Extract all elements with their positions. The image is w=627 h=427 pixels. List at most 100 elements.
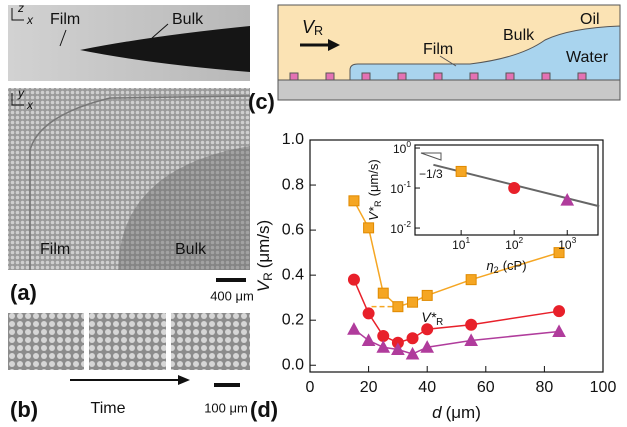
y-tick-label: 0.2 bbox=[282, 311, 304, 328]
tick-base: 10 bbox=[505, 238, 519, 252]
inset-frame bbox=[415, 145, 598, 235]
arrow-label: Time bbox=[91, 400, 126, 417]
x-tick-label: 80 bbox=[536, 379, 554, 396]
x-tick-label: 0 bbox=[306, 379, 315, 396]
pillars bbox=[290, 73, 586, 80]
substrate bbox=[278, 80, 620, 100]
tick-base: 10 bbox=[558, 238, 572, 252]
marker bbox=[363, 308, 374, 319]
unit: (cP) bbox=[503, 258, 527, 273]
unit: (μm/s) bbox=[254, 220, 273, 269]
label: Bulk bbox=[503, 27, 535, 44]
marker bbox=[466, 275, 476, 285]
scale-label: 100 μm bbox=[204, 400, 248, 415]
x-tick-label: 20 bbox=[360, 379, 378, 396]
x-tick-label: 100 bbox=[590, 379, 617, 396]
tick-exponent: -2 bbox=[404, 219, 412, 229]
marker bbox=[407, 333, 418, 344]
y-tick-label: 0.8 bbox=[282, 176, 304, 193]
label: Film bbox=[40, 241, 70, 258]
y-tick-label: 0.6 bbox=[282, 221, 304, 238]
frame-image bbox=[89, 313, 166, 370]
label: Film bbox=[50, 11, 80, 28]
y-tick-label: 0.0 bbox=[282, 356, 304, 373]
x-tick-label: 101 bbox=[452, 235, 470, 252]
y-axis-label: V*R (μm/s) bbox=[366, 159, 383, 220]
panel-a: z x Film Bulk y x Film Bulk (a) 400 μm bbox=[8, 1, 254, 305]
tick-base: 10 bbox=[390, 182, 404, 196]
axis-letter: x bbox=[26, 98, 34, 112]
tick-exponent: 0 bbox=[406, 139, 411, 149]
axis-letter: y bbox=[17, 86, 25, 100]
marker bbox=[553, 325, 565, 336]
subscript: R bbox=[373, 200, 383, 207]
marker bbox=[554, 306, 565, 317]
marker bbox=[466, 319, 477, 330]
x-tick-label: 103 bbox=[558, 235, 576, 252]
subscript: R bbox=[436, 317, 443, 328]
x-tick-label: 60 bbox=[477, 379, 495, 396]
symbol: V* bbox=[421, 309, 436, 325]
tick-base: 10 bbox=[393, 142, 407, 156]
y-tick-label: 100 bbox=[393, 139, 411, 156]
arrow-head bbox=[178, 375, 190, 385]
tick-exponent: 3 bbox=[572, 235, 577, 245]
panel-label: (b) bbox=[10, 397, 38, 422]
label: Oil bbox=[580, 11, 600, 28]
figure: z x Film Bulk y x Film Bulk (a) 400 μm T… bbox=[0, 0, 627, 427]
marker bbox=[348, 274, 359, 285]
label: Bulk bbox=[172, 11, 204, 28]
label: Film bbox=[423, 41, 453, 58]
symbol: d bbox=[432, 403, 442, 422]
marker bbox=[422, 324, 433, 335]
unit: (μm) bbox=[446, 403, 481, 422]
marker bbox=[408, 297, 418, 307]
x-tick-label: 40 bbox=[418, 379, 436, 396]
marker bbox=[349, 196, 359, 206]
slope-label: −1/3 bbox=[419, 167, 443, 181]
unit: (μm/s) bbox=[366, 159, 381, 196]
marker bbox=[393, 302, 403, 312]
symbol: V* bbox=[366, 206, 381, 221]
marker bbox=[407, 348, 419, 359]
subscript: 2 bbox=[494, 265, 499, 275]
marker bbox=[348, 323, 360, 334]
marker bbox=[456, 166, 466, 176]
frame-image bbox=[171, 313, 250, 370]
subscript: R bbox=[314, 24, 323, 38]
frame-image bbox=[8, 313, 84, 370]
marker bbox=[422, 290, 432, 300]
marker bbox=[378, 288, 388, 298]
panel-label: (a) bbox=[10, 280, 37, 305]
tick-exponent: 2 bbox=[519, 235, 524, 245]
y-tick-label: 1.0 bbox=[282, 131, 304, 148]
panel-b: Time (b) 100 μm bbox=[8, 313, 250, 422]
marker bbox=[363, 334, 375, 345]
scale-label: 400 μm bbox=[210, 288, 254, 303]
y-tick-label: 0.4 bbox=[282, 266, 304, 283]
axis-letter: z bbox=[17, 1, 24, 15]
x-axis-label: d(μm) bbox=[432, 403, 481, 422]
marker bbox=[509, 183, 520, 194]
panel-label: (d) bbox=[250, 397, 278, 422]
marker bbox=[377, 341, 389, 352]
panel-c: VR Film Bulk Oil Water (c) bbox=[248, 5, 620, 114]
tick-base: 10 bbox=[452, 238, 466, 252]
label: Water bbox=[566, 49, 609, 66]
y-tick-label: 10-2 bbox=[390, 219, 411, 236]
y-axis-label: VR(μm/s) bbox=[254, 220, 275, 292]
tick-base: 10 bbox=[390, 222, 404, 236]
panel-label: (c) bbox=[248, 89, 275, 114]
marker bbox=[364, 223, 374, 233]
marker bbox=[378, 330, 389, 341]
x-axis-label: η2 (cP) bbox=[486, 258, 526, 275]
label: Bulk bbox=[175, 241, 207, 258]
subscript: R bbox=[261, 272, 275, 281]
symbol: η bbox=[486, 258, 493, 273]
tick-exponent: -1 bbox=[404, 179, 412, 189]
x-tick-label: 102 bbox=[505, 235, 523, 252]
y-tick-label: 10-1 bbox=[390, 179, 411, 196]
axis-letter: x bbox=[26, 13, 34, 27]
tick-exponent: 1 bbox=[465, 235, 470, 245]
